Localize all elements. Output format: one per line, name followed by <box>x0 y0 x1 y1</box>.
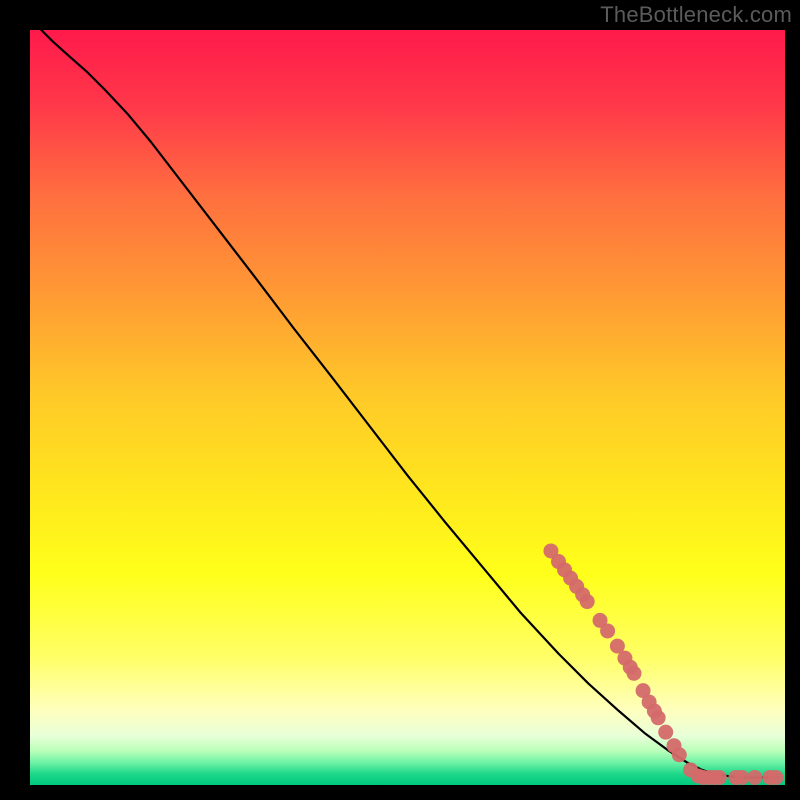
data-marker <box>734 770 749 785</box>
gradient-background <box>30 30 785 785</box>
data-marker <box>627 666 642 681</box>
data-marker <box>580 594 595 609</box>
data-marker <box>712 770 727 785</box>
data-marker <box>672 747 687 762</box>
data-marker <box>651 710 666 725</box>
chart-svg <box>30 30 785 785</box>
watermark-text: TheBottleneck.com <box>600 2 792 28</box>
chart-frame: TheBottleneck.com <box>0 0 800 800</box>
data-marker <box>600 623 615 638</box>
data-marker <box>658 725 673 740</box>
plot-area <box>30 30 785 785</box>
data-marker <box>768 770 783 785</box>
data-marker <box>747 770 762 785</box>
